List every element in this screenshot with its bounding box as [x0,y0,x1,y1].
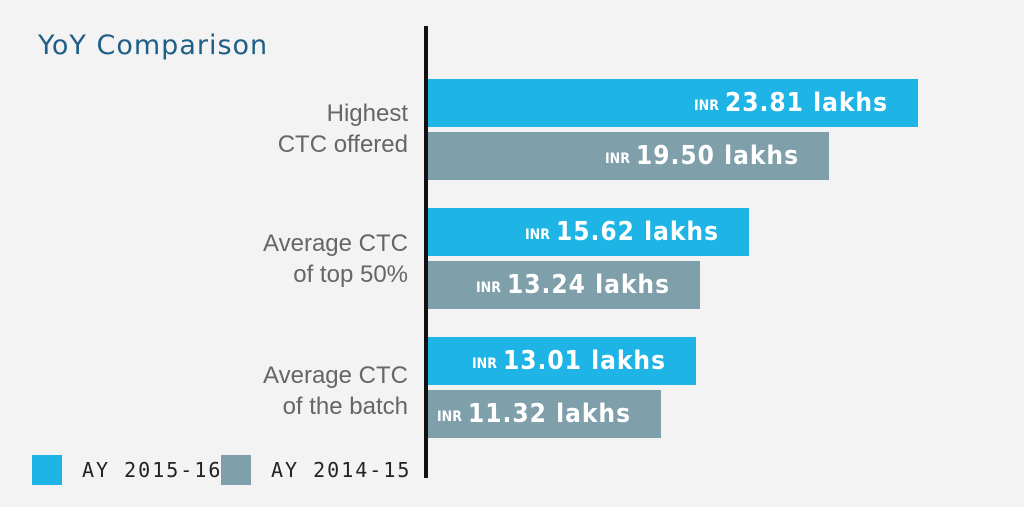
currency-label: INR [605,151,630,167]
legend-item-previous: AY 2014-15 [221,455,411,485]
category-label: Average CTC of top 50% [263,230,408,288]
legend-item-current: AY 2015-16 [32,455,222,485]
currency-label: INR [437,409,462,425]
bar-current: INR 13.01 lakhs [428,337,696,385]
bar-previous: INR 13.24 lakhs [428,261,700,309]
category-label: Highest CTC offered [277,100,408,158]
bar-value-label: 19.50 lakhs [635,141,799,171]
category-axis-line [424,26,428,478]
bar-value-label: 23.81 lakhs [724,88,888,118]
bar-value-label: 15.62 lakhs [555,217,719,247]
currency-label: INR [472,356,497,372]
legend-label-previous: AY 2014-15 [271,458,412,482]
bar-previous: INR 11.32 lakhs [428,390,661,438]
bar-previous: INR 19.50 lakhs [428,132,829,180]
legend-swatch-current [32,455,62,485]
currency-label: INR [476,280,501,296]
chart-title: YoY Comparison [38,30,269,61]
currency-label: INR [694,98,719,114]
bar-current: INR 15.62 lakhs [428,208,749,256]
bar-value-label: 11.32 lakhs [467,399,631,429]
bar-value-label: 13.01 lakhs [502,346,666,376]
bar-value-label: 13.24 lakhs [506,270,670,300]
legend-swatch-previous [221,455,251,485]
category-label: Average CTC of the batch [263,362,408,420]
bar-current: INR 23.81 lakhs [428,79,918,127]
currency-label: INR [525,227,550,243]
legend-label-current: AY 2015-16 [82,458,223,482]
